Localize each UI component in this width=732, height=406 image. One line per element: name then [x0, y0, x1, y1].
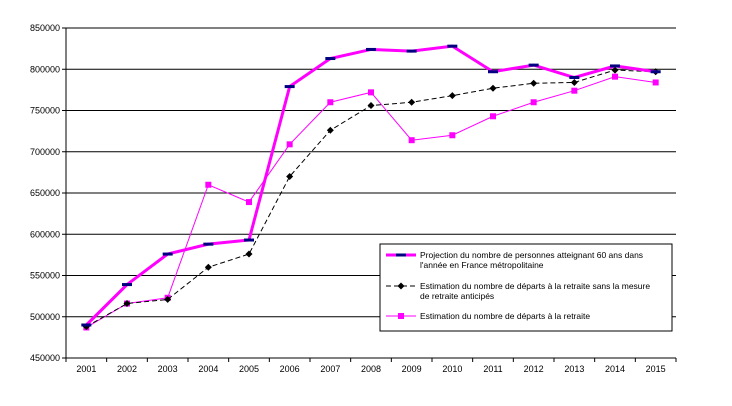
- legend-label: Estimation du nombre de départs à la ret…: [420, 281, 650, 291]
- data-point: [286, 141, 293, 148]
- data-point: [245, 250, 253, 258]
- data-point: [366, 47, 376, 51]
- y-tick-label: 450000: [30, 353, 60, 363]
- data-point: [489, 84, 497, 92]
- x-tick-labels: 2001 2002 2003 2004 2005 2006 2007 2008 2009 2010…: [76, 364, 665, 374]
- y-tick-label: 550000: [30, 271, 60, 281]
- legend-label: de retraite anticipés: [420, 291, 494, 301]
- data-point: [246, 199, 252, 206]
- data-point: [571, 87, 578, 94]
- data-point: [612, 73, 618, 80]
- data-point: [408, 98, 416, 106]
- data-point: [81, 323, 92, 327]
- data-point: [652, 79, 659, 86]
- series-lines: [81, 44, 661, 331]
- data-point: [447, 44, 458, 48]
- data-point: [205, 181, 212, 188]
- data-point: [569, 76, 580, 79]
- data-point: [368, 89, 374, 96]
- data-point: [449, 132, 456, 139]
- data-point: [204, 263, 212, 271]
- x-tick-label: 2010: [442, 364, 462, 374]
- x-tick-label: 2004: [198, 364, 218, 374]
- data-point: [286, 173, 294, 180]
- data-point: [406, 49, 417, 53]
- y-tick-label: 800000: [30, 64, 60, 74]
- data-point: [326, 126, 334, 134]
- legend-marker: [396, 253, 406, 257]
- x-tick-label: 2003: [158, 364, 178, 374]
- data-point: [203, 242, 214, 246]
- legend-marker: [397, 282, 405, 290]
- gridlines: [66, 27, 676, 318]
- data-point: [488, 70, 498, 74]
- data-point: [570, 78, 578, 86]
- x-tick-label: 2009: [402, 364, 422, 374]
- x-tick-label: 2007: [320, 364, 340, 374]
- data-point: [325, 57, 336, 61]
- x-tick-label: 2005: [239, 364, 259, 374]
- data-point: [650, 70, 661, 74]
- data-point: [530, 79, 538, 87]
- x-tick-label: 2008: [361, 364, 381, 374]
- legend-box: [379, 243, 673, 332]
- x-tick-label: 2002: [117, 364, 137, 374]
- data-point: [244, 238, 254, 242]
- y-tick-label: 600000: [30, 229, 60, 239]
- data-point: [327, 99, 334, 106]
- legend-label: Estimation du nombre de départs à la ret…: [420, 311, 590, 321]
- x-tick-label: 2012: [524, 364, 544, 374]
- data-point: [162, 252, 173, 256]
- series-1: [82, 66, 660, 331]
- y-tick-label: 700000: [30, 147, 60, 157]
- data-point: [123, 300, 131, 308]
- data-point: [528, 63, 539, 67]
- y-tick-label: 750000: [30, 106, 60, 116]
- y-tick-label: 850000: [30, 23, 60, 33]
- data-point: [284, 85, 295, 89]
- y-tick-label: 650000: [30, 188, 60, 198]
- legend: Projection du nombre de personnes atteig…: [379, 243, 673, 332]
- data-point: [367, 102, 375, 110]
- data-point: [448, 92, 456, 100]
- data-point: [610, 64, 620, 68]
- legend-label: Projection du nombre de personnes atteig…: [420, 250, 643, 260]
- axes: [62, 27, 677, 362]
- data-point: [122, 283, 132, 287]
- x-tick-label: 2013: [564, 364, 584, 374]
- y-tick-labels: 450000 500000 550000 600000 650000 700000 7500…: [30, 23, 60, 363]
- data-point: [164, 295, 172, 303]
- x-tick-label: 2001: [76, 364, 96, 374]
- legend-label: l'année en France métropolitaine: [420, 260, 544, 270]
- x-tick-label: 2014: [605, 364, 625, 374]
- y-tick-label: 500000: [30, 312, 60, 322]
- x-tick-label: 2015: [646, 364, 666, 374]
- data-point: [408, 137, 415, 144]
- x-tick-label: 2006: [280, 364, 300, 374]
- legend-marker: [398, 313, 404, 319]
- data-point: [490, 113, 496, 120]
- x-tick-label: 2011: [483, 364, 502, 374]
- series-0: [81, 44, 661, 327]
- data-point: [530, 99, 537, 106]
- data-point: [611, 66, 619, 74]
